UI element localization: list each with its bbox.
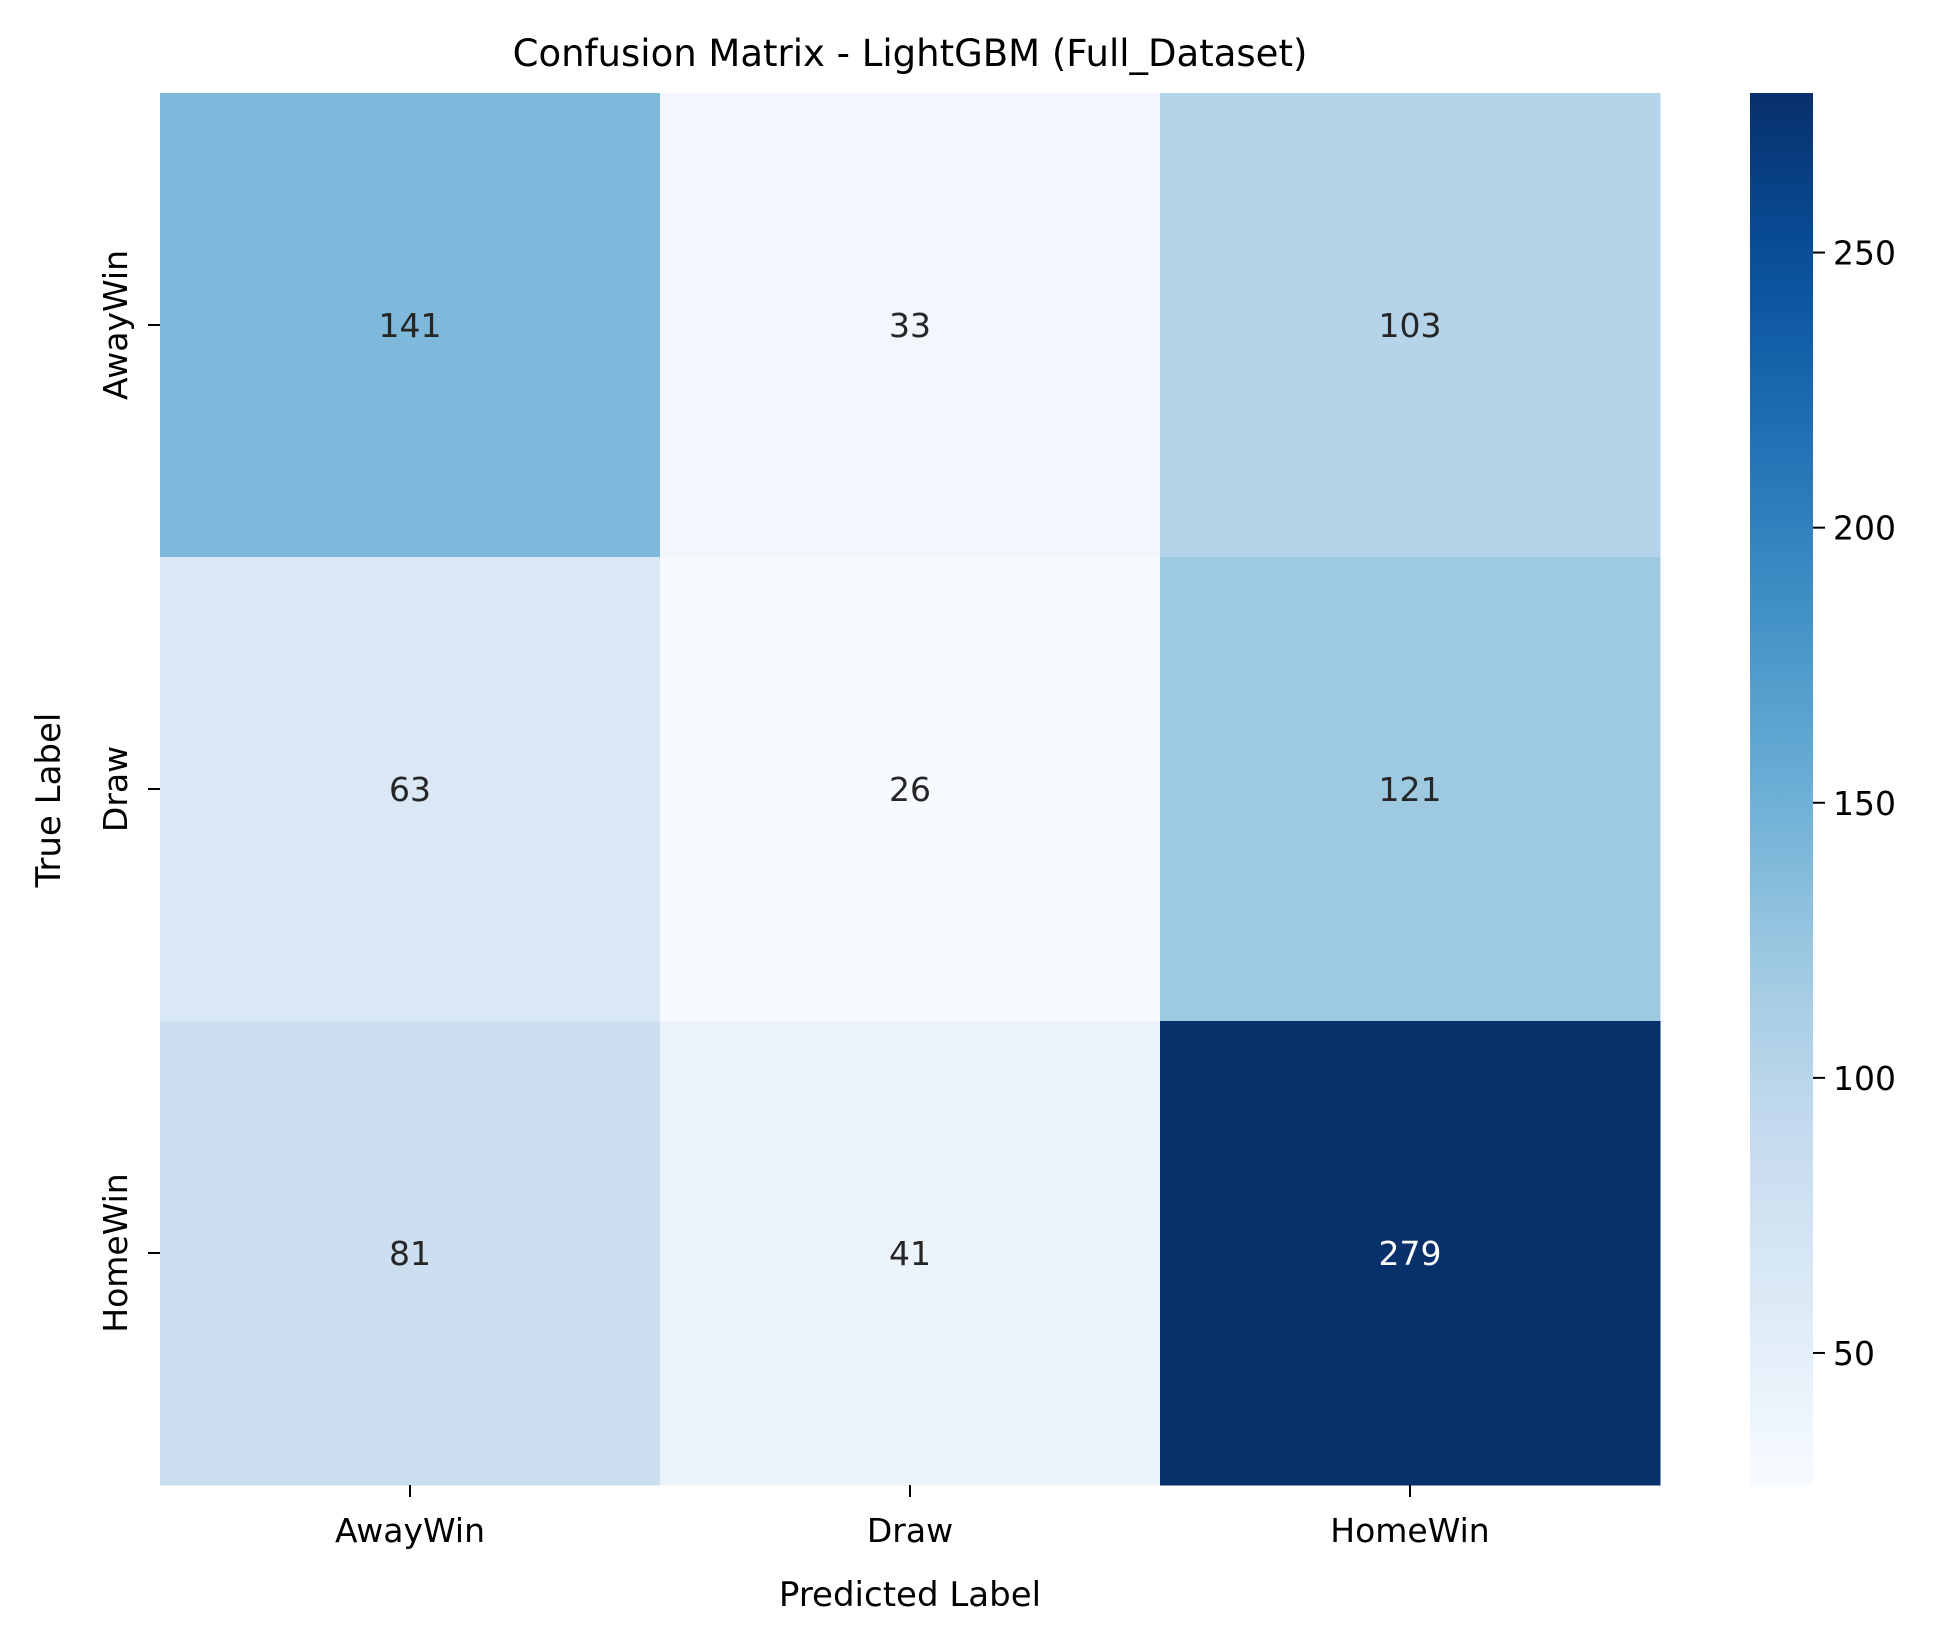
colorbar-tick-label: 100	[1833, 1059, 1896, 1098]
heatmap-cell-labels: 141 33 103 63 26 121 81 41 279	[379, 306, 1442, 1273]
x-tick-label: HomeWin	[1330, 1511, 1489, 1550]
x-axis-ticks: AwayWin Draw HomeWin	[335, 1485, 1490, 1550]
heatmap-cells	[160, 93, 1661, 1486]
colorbar-tick-label: 150	[1833, 784, 1896, 823]
y-tick-label: AwayWin	[96, 250, 135, 400]
cell-value-label: 63	[389, 770, 431, 809]
chart-title: Confusion Matrix - LightGBM (Full_Datase…	[513, 32, 1308, 75]
cell-value-label: 33	[889, 306, 931, 345]
colorbar	[1750, 93, 1813, 1485]
y-tick-label: Draw	[96, 746, 135, 832]
cell-value-label: 279	[1379, 1234, 1442, 1273]
heatmap-cell	[160, 557, 661, 1022]
heatmap-cell	[160, 1021, 661, 1486]
colorbar-ticks: 50 100 150 200 250	[1813, 234, 1896, 1373]
heatmap-cell	[660, 557, 1161, 1022]
x-tick-label: AwayWin	[335, 1511, 485, 1550]
cell-value-label: 26	[889, 770, 931, 809]
cell-value-label: 103	[1379, 306, 1442, 345]
heatmap-cell	[660, 93, 1161, 558]
heatmap-cell	[160, 93, 661, 558]
colorbar-tick-label: 50	[1833, 1334, 1875, 1373]
heatmap-cell	[1160, 1021, 1661, 1486]
heatmap-cell	[660, 1021, 1161, 1486]
cell-value-label: 141	[379, 306, 442, 345]
x-axis-label: Predicted Label	[779, 1575, 1041, 1615]
y-axis-ticks: AwayWin Draw HomeWin	[96, 250, 160, 1333]
cell-value-label: 81	[389, 1234, 431, 1273]
y-tick-label: HomeWin	[96, 1173, 135, 1332]
colorbar-tick-label: 250	[1833, 234, 1896, 273]
heatmap-cell	[1160, 93, 1661, 558]
cell-value-label: 41	[889, 1234, 931, 1273]
x-tick-label: Draw	[867, 1511, 953, 1550]
y-axis-label: True Label	[29, 713, 69, 889]
cell-value-label: 121	[1379, 770, 1442, 809]
heatmap-cell	[1160, 557, 1661, 1022]
colorbar-tick-label: 200	[1833, 509, 1896, 548]
